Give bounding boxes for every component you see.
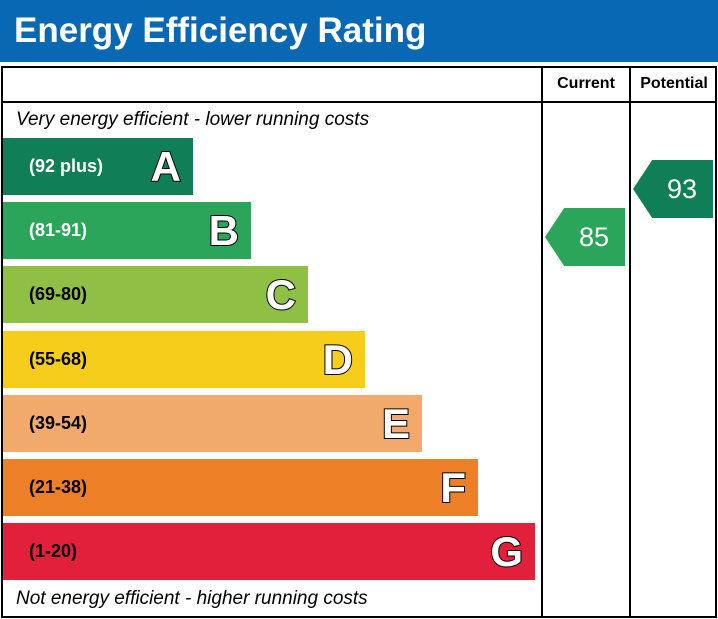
chart-title: Energy Efficiency Rating xyxy=(0,0,718,62)
potential-rating-arrow: 93 xyxy=(633,160,713,218)
band-bar-f: (21-38) F xyxy=(3,459,478,516)
band-bar-a: (92 plus) A xyxy=(3,138,193,195)
column-divider xyxy=(629,66,631,618)
band-letter: E xyxy=(381,399,411,448)
band-range: (21-38) xyxy=(29,477,88,497)
current-rating-arrow: 85 xyxy=(545,208,625,266)
potential-header: Potential xyxy=(640,75,708,92)
column-divider xyxy=(541,66,543,618)
band-bar-e: (39-54) E xyxy=(3,395,422,452)
band-letter: D xyxy=(322,335,354,384)
band-range: (55-68) xyxy=(29,349,88,369)
bottom-note: Not energy efficient - higher running co… xyxy=(16,588,368,609)
band-bar-g: (1-20) G xyxy=(3,523,535,580)
header-divider xyxy=(1,101,717,103)
band-letter: G xyxy=(489,527,524,576)
top-note: Very energy efficient - lower running co… xyxy=(16,109,370,130)
current-header: Current xyxy=(557,75,615,92)
band-letter: A xyxy=(150,142,182,191)
band-range: (1-20) xyxy=(29,541,78,561)
band-bar-d: (55-68) D xyxy=(3,331,365,388)
band-range: (39-54) xyxy=(29,413,88,433)
band-bar-c: (69-80) C xyxy=(3,266,308,323)
band-letter: F xyxy=(439,463,467,512)
band-range: (92 plus) xyxy=(29,156,104,176)
band-letter: B xyxy=(208,206,240,255)
band-bar-b: (81-91) B xyxy=(3,202,251,259)
band-range: (69-80) xyxy=(29,284,88,304)
band-letter: C xyxy=(265,270,297,319)
rating-table xyxy=(1,66,717,618)
band-range: (81-91) xyxy=(29,220,88,240)
